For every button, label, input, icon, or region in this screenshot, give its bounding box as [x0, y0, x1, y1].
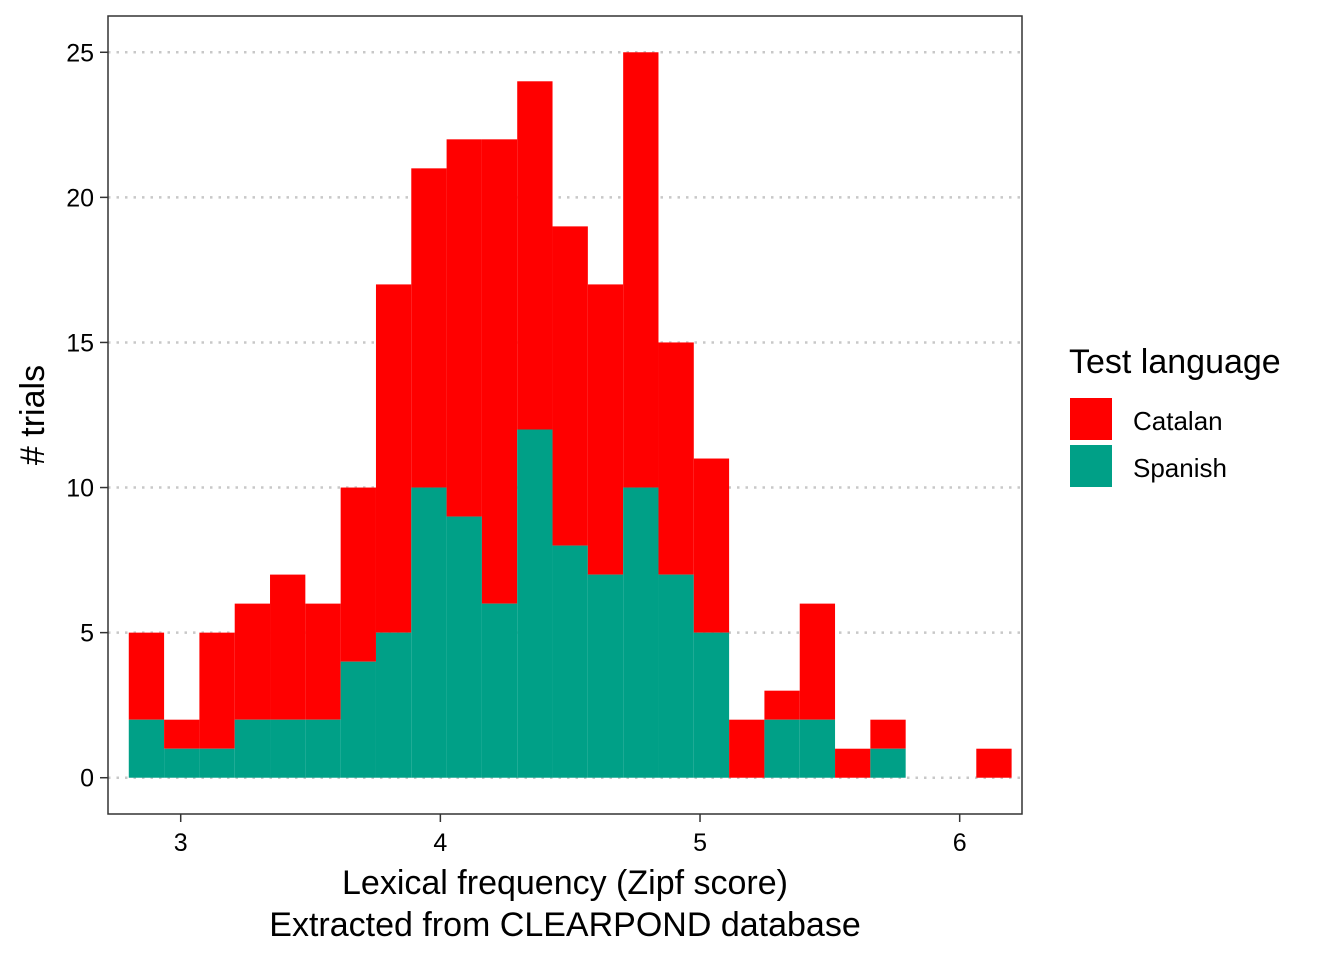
- x-axis-title-line-1: Lexical frequency (Zipf score): [342, 864, 788, 902]
- bar-catalan-20: [835, 748, 871, 778]
- bar-spanish-3: [234, 719, 271, 778]
- bar-catalan-4: [270, 574, 306, 720]
- bar-catalan-0: [128, 632, 165, 720]
- bar-catalan-9: [446, 139, 482, 517]
- bar-spanish-10: [481, 603, 518, 778]
- bar-spanish-12: [552, 545, 588, 778]
- y-tick-label-0: 0: [80, 765, 94, 793]
- bar-spanish-19: [799, 719, 836, 778]
- legend-label-spanish: Spanish: [1133, 453, 1227, 483]
- bar-catalan-18: [764, 690, 800, 720]
- legend-key-spanish: [1070, 445, 1112, 487]
- legend-title: Test language: [1069, 343, 1281, 381]
- bar-catalan-21: [870, 719, 906, 749]
- bar-catalan-12: [552, 226, 588, 546]
- y-axis-title: # trials: [14, 365, 52, 465]
- bar-spanish-5: [305, 719, 341, 778]
- bar-catalan-19: [799, 603, 836, 720]
- plot-border: [107, 15, 1023, 815]
- bar-spanish-15: [658, 574, 694, 778]
- y-tick-label-20: 20: [66, 184, 94, 212]
- bar-catalan-13: [587, 284, 624, 575]
- bar-catalan-5: [305, 603, 341, 720]
- bar-spanish-21: [870, 748, 906, 778]
- legend-key-catalan: [1070, 398, 1112, 440]
- bar-catalan-11: [517, 81, 553, 430]
- bar-catalan-15: [658, 342, 694, 575]
- x-axis: 3 4 5 6: [174, 814, 967, 857]
- bar-catalan-6: [340, 487, 376, 662]
- x-tick-label-4: 4: [433, 829, 447, 857]
- bar-catalan-3: [234, 603, 271, 720]
- bar-spanish-7: [375, 632, 412, 778]
- bar-spanish-9: [446, 516, 482, 778]
- y-tick-label-15: 15: [66, 329, 94, 357]
- x-tick-label-6: 6: [953, 829, 967, 857]
- bar-spanish-2: [199, 748, 235, 778]
- bar-catalan-14: [623, 52, 659, 488]
- bar-catalan-24: [976, 748, 1012, 778]
- bar-catalan-1: [164, 719, 200, 749]
- y-axis: 0 5 10 15 20 25: [66, 39, 108, 793]
- bar-spanish-6: [340, 661, 376, 778]
- bar-catalan-2: [199, 632, 235, 749]
- x-axis-title-line-2: Extracted from CLEARPOND database: [269, 906, 860, 944]
- y-tick-label-5: 5: [80, 620, 94, 648]
- y-tick-label-10: 10: [66, 475, 94, 503]
- bar-spanish-16: [693, 632, 730, 778]
- bar-spanish-1: [164, 748, 200, 778]
- bar-spanish-8: [411, 487, 447, 778]
- legend: Test language Catalan Spanish: [1069, 343, 1281, 487]
- bars: [128, 52, 1012, 778]
- x-tick-label-5: 5: [693, 829, 707, 857]
- bar-spanish-18: [764, 719, 800, 778]
- bar-catalan-7: [375, 284, 412, 633]
- x-tick-label-3: 3: [174, 829, 188, 857]
- bar-spanish-13: [587, 574, 624, 778]
- legend-label-catalan: Catalan: [1133, 406, 1223, 436]
- bar-spanish-11: [517, 429, 553, 778]
- bar-spanish-0: [128, 719, 165, 778]
- bar-catalan-17: [729, 719, 765, 778]
- bar-catalan-10: [481, 139, 518, 604]
- y-tick-label-25: 25: [66, 39, 94, 67]
- bar-catalan-16: [693, 458, 730, 633]
- bar-catalan-8: [411, 168, 447, 488]
- bar-spanish-4: [270, 719, 306, 778]
- bar-spanish-14: [623, 487, 659, 778]
